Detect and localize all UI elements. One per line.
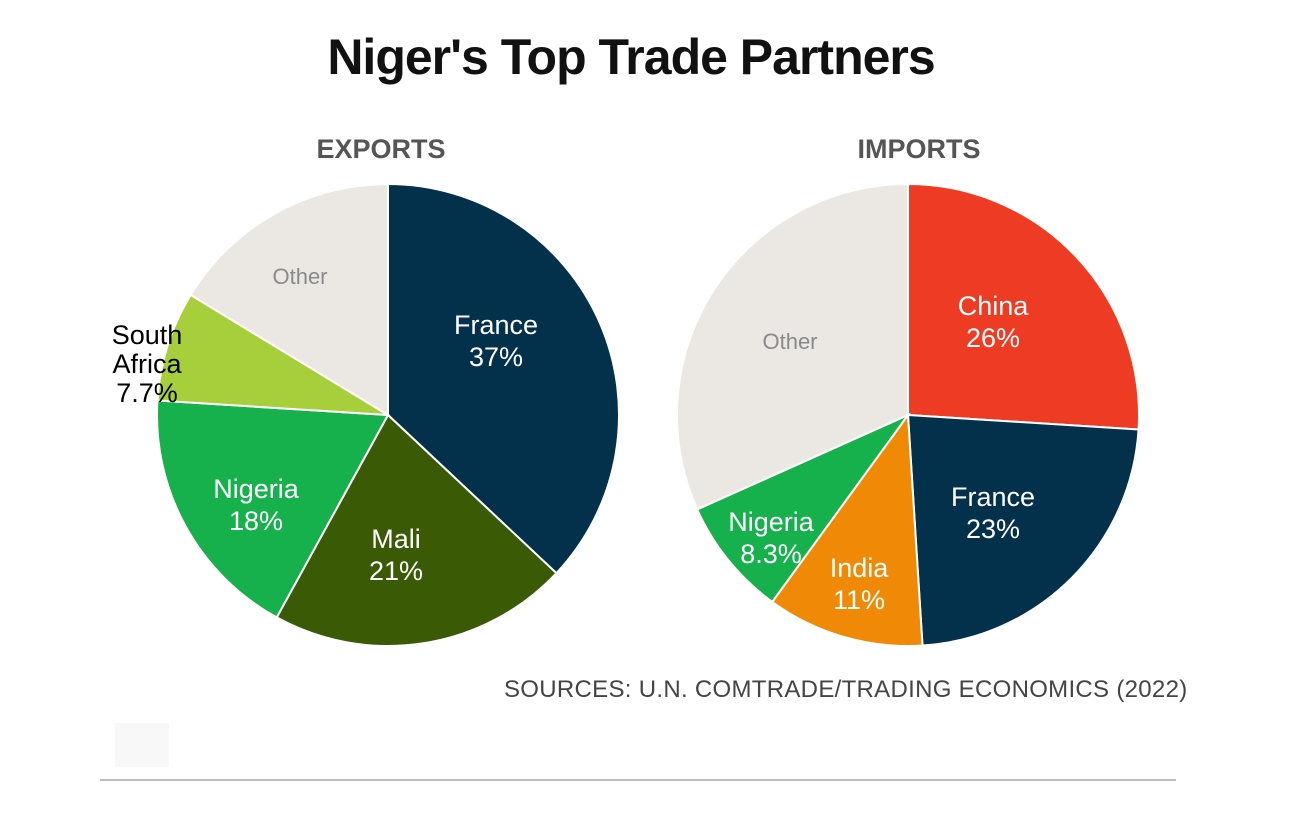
imports-slice-other [676,182,909,511]
imports-label-nigeria: Nigeria 8.3% [728,507,815,569]
imports-label-france: France 23% [951,482,1035,544]
source-note: SOURCES: U.N. COMTRADE/TRADING ECONOMICS… [504,676,1188,703]
exports-label-south-africa: South Africa 7.7% [112,320,183,408]
imports-label-india: India 11% [830,553,890,615]
exports-slice-other [189,182,389,417]
bottom-divider [100,779,1176,781]
imports-label-other: Other [762,329,817,354]
imports-slice-nigeria [695,412,912,604]
exports-slice-mali [275,413,558,647]
exports-label-nigeria: Nigeria 18% [213,474,300,536]
exports-slice-south-africa [156,293,389,416]
imports-slice-france [906,413,1140,647]
exports-label-other: Other [272,264,327,289]
exports-slice-france [387,182,620,575]
imports-pie: IMPORTS China 26% France 23% India 11%Nigeria… [676,134,1140,647]
chart-title: Niger's Top Trade Partners [327,29,935,85]
exports-subtitle: EXPORTS [316,134,445,164]
exports-pie: EXPORTS France 37% Mali 21% Nigeria 18% South A… [112,134,620,647]
imports-subtitle: IMPORTS [857,134,980,164]
exports-label-france: France 37% [454,310,538,372]
faint-square [115,723,169,767]
imports-slice-china [907,182,1140,431]
exports-label-mali: Mali 21% [369,524,423,586]
imports-slice-india [770,412,924,647]
imports-label-china: China 26% [958,291,1030,353]
exports-slice-nigeria [156,399,390,619]
